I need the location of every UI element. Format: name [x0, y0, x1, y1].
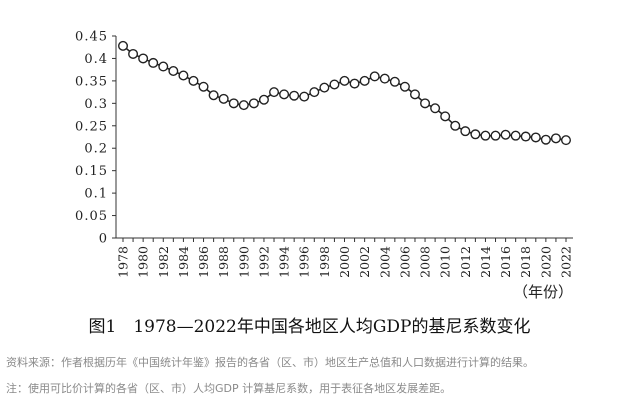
- data-point: [208, 90, 219, 101]
- x-tick-label: 2004: [377, 246, 392, 278]
- x-tick-label: 2022: [559, 246, 574, 278]
- x-tick-label: 1982: [156, 246, 171, 278]
- data-point: [510, 130, 521, 141]
- data-point: [550, 133, 561, 144]
- data-point: [238, 100, 249, 111]
- data-point: [258, 94, 269, 105]
- data-point: [530, 132, 541, 143]
- x-tick-label: 1984: [176, 246, 191, 278]
- x-tick-label: 1980: [136, 246, 151, 278]
- data-point: [540, 134, 551, 145]
- data-point: [248, 98, 259, 109]
- y-tick-labels: 0 0.05 0.1 0.15 0.2 0.25 0.3 0.35 0.4 0.45: [75, 30, 116, 247]
- data-point: [198, 81, 209, 92]
- gini-line: [122, 45, 567, 141]
- data-point: [309, 87, 320, 98]
- y-tick-label: 0.4: [84, 52, 108, 67]
- x-tick-label: 1996: [297, 246, 312, 278]
- data-point: [450, 120, 461, 131]
- data-point: [379, 73, 390, 84]
- y-tick-label: 0.2: [84, 142, 108, 157]
- data-point: [128, 48, 139, 59]
- data-point: [440, 111, 451, 122]
- x-tick-label: 1986: [196, 246, 211, 278]
- data-point: [520, 131, 531, 142]
- data-point: [117, 40, 128, 51]
- x-tick-label: 1992: [256, 246, 271, 278]
- figure-caption: 图1 1978—2022年中国各地区人均GDP的基尼系数变化: [88, 317, 531, 337]
- data-point: [299, 91, 310, 102]
- data-point: [329, 79, 340, 90]
- data-point: [269, 87, 280, 98]
- data-point: [148, 57, 159, 68]
- x-tick-label: 1994: [277, 246, 292, 278]
- data-point: [279, 89, 290, 100]
- x-tick-label: 2012: [458, 246, 473, 278]
- x-tick-label: 1998: [317, 246, 332, 278]
- x-tick-label: 2016: [498, 246, 513, 278]
- y-tick-label: 0.1: [84, 187, 108, 202]
- y-tick-label: 0: [99, 232, 108, 247]
- y-tick-label: 0.45: [75, 30, 108, 45]
- data-point: [460, 126, 471, 137]
- data-point: [319, 82, 330, 93]
- x-tick-label: 2010: [438, 246, 453, 278]
- data-point: [349, 78, 360, 89]
- x-tick-label: 2002: [357, 246, 372, 278]
- data-point: [561, 135, 572, 146]
- source-note: 资料来源：作者根据历年《中国统计年鉴》报告的各省（区、市）地区生产总值和人口数据…: [6, 356, 534, 369]
- data-point: [168, 66, 179, 77]
- y-tick-label: 0.05: [75, 209, 108, 224]
- method-note: 注：使用可比价计算的各省（区、市）人均GDP 计算基尼系数，用于表征各地区发展差…: [6, 382, 452, 395]
- data-point: [218, 93, 229, 104]
- gini-line-chart: 00.050.10.150.20.250.30.350.40.45 1978 19…: [75, 30, 574, 302]
- data-point: [420, 98, 431, 109]
- x-tick-label: 2018: [518, 246, 533, 278]
- data-point: [490, 130, 501, 141]
- x-axis-label: （年份）: [513, 283, 573, 301]
- data-point: [470, 129, 481, 140]
- data-point: [228, 98, 239, 109]
- x-tick-label: 1990: [236, 246, 251, 278]
- x-tick-label: 2014: [478, 246, 493, 278]
- y-tick-label: 0.35: [75, 74, 108, 89]
- data-point: [399, 81, 410, 92]
- x-tick-labels: 1978 1980 1982 1984 1986 1988 1990 1992 1994 1996…: [116, 238, 574, 278]
- y-tick-label: 0.25: [75, 119, 108, 134]
- data-point: [158, 61, 169, 72]
- data-point: [500, 129, 511, 140]
- x-tick-label: 1988: [216, 246, 231, 278]
- data-point: [480, 130, 491, 141]
- data-point: [138, 53, 149, 64]
- x-tick-label: 2008: [418, 246, 433, 278]
- data-point: [289, 90, 300, 101]
- y-tick-label: 0.15: [75, 164, 108, 179]
- data-point: [178, 70, 189, 81]
- y-tick-label: 0.3: [84, 97, 108, 112]
- data-point: [359, 75, 370, 86]
- x-tick-label: 2006: [397, 246, 412, 278]
- data-point: [389, 76, 400, 87]
- data-point: [339, 75, 350, 86]
- data-point: [409, 89, 420, 100]
- x-tick-label: 2000: [337, 246, 352, 278]
- data-point: [369, 71, 380, 82]
- x-tick-label: 2020: [538, 246, 553, 278]
- gini-series: [117, 40, 572, 146]
- x-tick-label: 1978: [116, 246, 131, 278]
- data-point: [430, 103, 441, 114]
- data-point: [188, 75, 199, 86]
